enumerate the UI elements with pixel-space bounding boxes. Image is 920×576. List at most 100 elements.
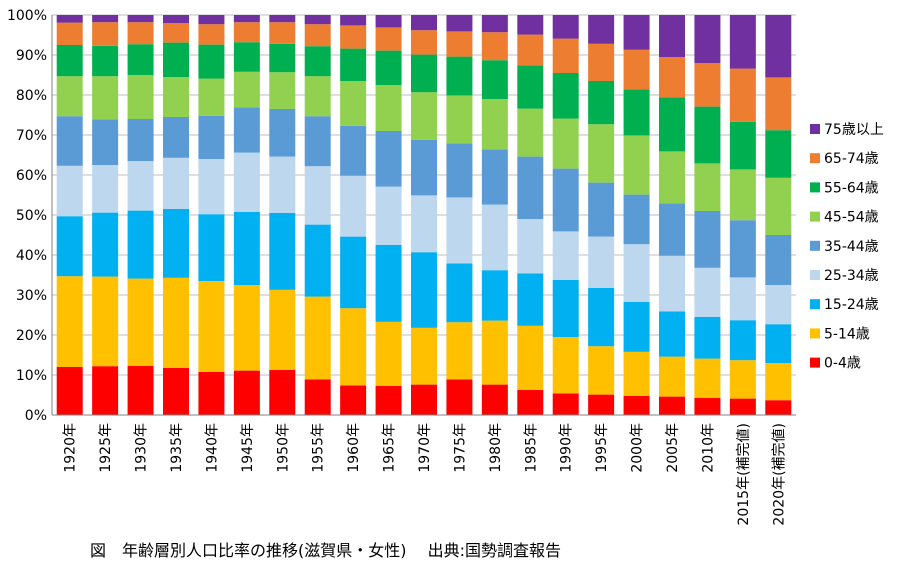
bar-segment [659, 151, 685, 204]
bar-segment [340, 236, 367, 309]
bar-segment [198, 214, 225, 281]
bar-segment [127, 15, 154, 23]
bar-segment [92, 276, 119, 367]
bar-segment [92, 22, 119, 46]
x-tick-label: 1945年 [240, 423, 256, 473]
bar-segment [340, 15, 367, 26]
bar-segment [446, 379, 473, 415]
bar-segment [198, 44, 225, 79]
x-tick-label: 1935年 [169, 423, 185, 473]
bar-segment [411, 15, 437, 31]
bar-segment [729, 277, 756, 321]
bar-segment [588, 81, 615, 125]
bar-segment [729, 15, 756, 69]
bar-segment [304, 46, 331, 77]
bar-segment [481, 60, 508, 99]
bar-segment [765, 130, 792, 178]
bar-segment [56, 367, 83, 415]
bar-segment [552, 73, 579, 119]
bar-segment [588, 287, 615, 347]
bar-segment [694, 397, 721, 415]
x-tick-label: 1965年 [382, 423, 398, 473]
bar-segment [127, 75, 154, 119]
bar-segment [552, 337, 579, 394]
bar-segment [765, 235, 792, 285]
x-tick-label: 1940年 [204, 423, 220, 473]
bar-segment [269, 289, 296, 370]
bar-segment [659, 255, 685, 312]
bar-segment [623, 135, 650, 195]
bar-segment [411, 327, 437, 385]
bar-segment [765, 177, 792, 235]
bar-segment [517, 219, 544, 274]
legend-label: 65-74歳 [824, 151, 879, 167]
y-tick-label: 90% [16, 48, 47, 64]
bar-segment [411, 195, 437, 253]
bar-segment [269, 72, 296, 109]
bar-segment [446, 95, 473, 144]
bar-segment [552, 393, 579, 415]
bar-segment [481, 320, 508, 385]
bar-segment [340, 25, 367, 49]
bar-segment [694, 163, 721, 211]
bar-segment [623, 244, 650, 302]
legend-swatch [810, 270, 820, 280]
legend-label: 15-24歳 [824, 297, 879, 313]
legend-label: 25-34歳 [824, 268, 879, 284]
legend-swatch [810, 124, 820, 134]
x-tick-label: 1950年 [275, 423, 291, 473]
bar-segment [163, 117, 189, 158]
legend-label: 5-14歳 [824, 326, 870, 342]
y-tick-label: 100% [7, 8, 47, 24]
bar-segment [517, 65, 544, 109]
bar-segment [198, 159, 225, 215]
bar-segment [517, 34, 544, 66]
bar-segment [269, 213, 296, 290]
bar-segment [92, 165, 119, 213]
legend-label: 0-4歳 [824, 356, 861, 372]
bar-segment [56, 15, 83, 23]
bar-segment [623, 395, 650, 415]
bar-segment [269, 369, 296, 415]
bar-segment [56, 22, 83, 45]
bar-segment [411, 139, 437, 196]
bar-segment [623, 15, 650, 50]
bar-segment [56, 76, 83, 117]
bar-segment [481, 384, 508, 415]
legend-swatch [810, 357, 820, 368]
bar-segment [765, 77, 792, 131]
bar-segment [92, 119, 119, 165]
bar-segment [517, 273, 544, 326]
bar-segment [269, 109, 296, 157]
bar-segment [92, 76, 119, 120]
x-tick-label: 2010年 [700, 423, 716, 473]
bar-segment [623, 89, 650, 136]
bar-segment [729, 360, 756, 399]
y-tick-label: 50% [16, 208, 47, 224]
bar-segment [233, 370, 260, 415]
bar-segment [375, 15, 402, 28]
bar-segment [198, 115, 225, 159]
bar-segment [375, 321, 402, 386]
bar-segment [375, 186, 402, 245]
legend-label: 75歳以上 [824, 122, 884, 138]
bar-segment [375, 385, 402, 415]
bar-segment [56, 116, 83, 166]
x-tick-label: 1985年 [523, 423, 539, 473]
bar-segment [659, 311, 685, 357]
bar-segment [340, 48, 367, 81]
bar-segment [552, 15, 579, 39]
bar-segment [92, 366, 119, 415]
bar-segment [588, 43, 615, 81]
x-tick-label: 2000年 [630, 423, 646, 473]
bar-segment [694, 358, 721, 398]
bar-segment [588, 236, 615, 288]
bar-segment [765, 400, 792, 415]
bar-segment [446, 31, 473, 57]
bar-segment [198, 78, 225, 116]
bar-segment [623, 49, 650, 90]
bar-segment [411, 384, 437, 415]
bar-segment [765, 285, 792, 325]
bar-segment [233, 211, 260, 285]
